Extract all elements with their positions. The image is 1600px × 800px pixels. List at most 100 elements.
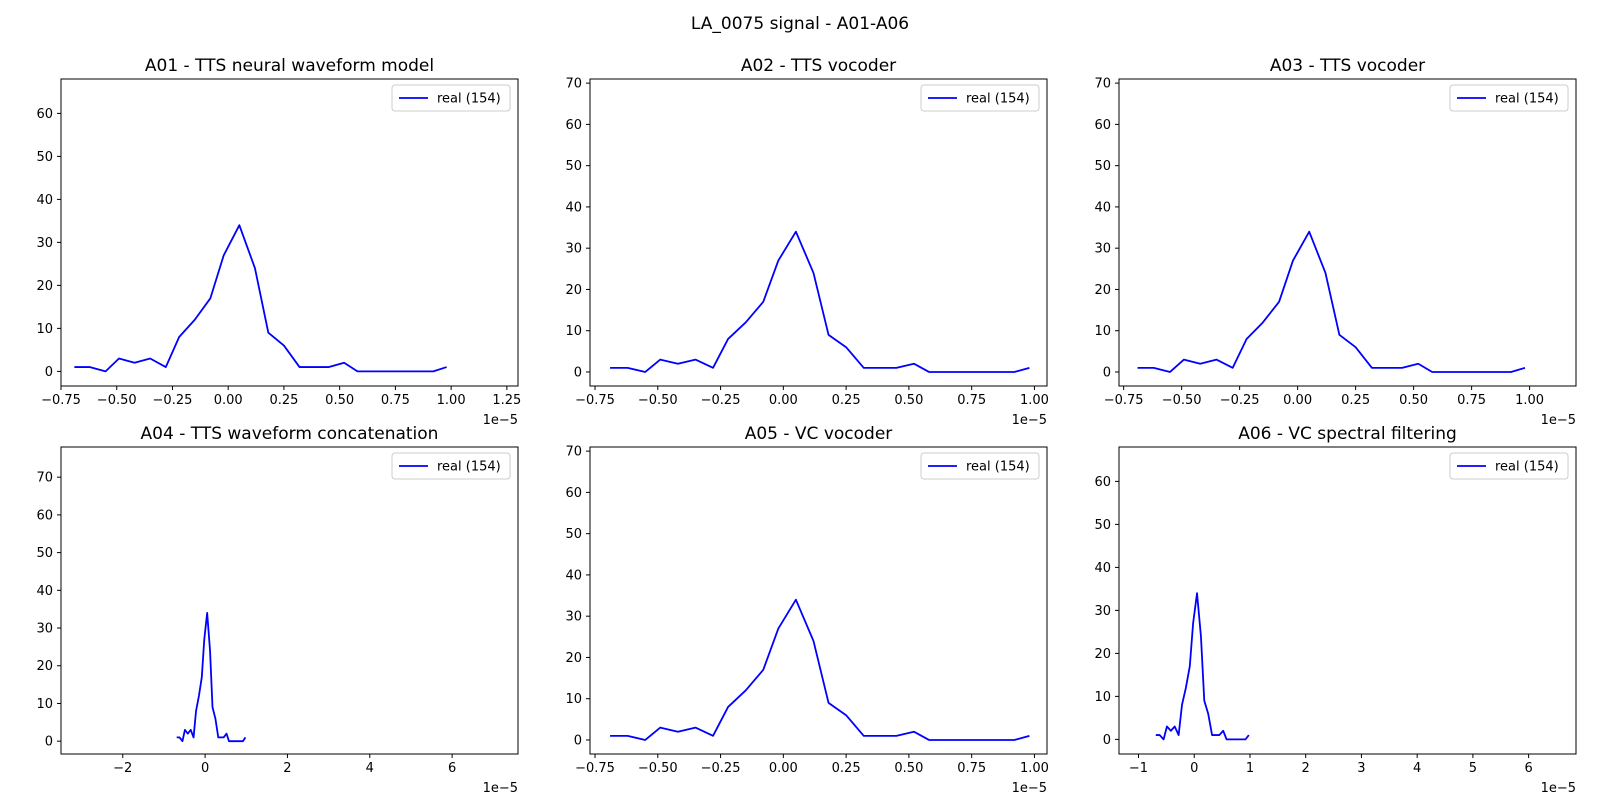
y-tick-label: 40 (565, 568, 582, 583)
y-tick-label: 0 (574, 365, 582, 380)
x-tick-label: −0.75 (41, 393, 81, 408)
y-tick-label: 60 (565, 118, 582, 133)
y-tick-label: 60 (565, 486, 582, 501)
subplot-title: A06 - VC spectral filtering (1238, 424, 1457, 444)
legend: real (154) (1449, 84, 1569, 112)
y-tick-label: 40 (36, 193, 53, 208)
y-tick-label: 30 (1094, 242, 1111, 257)
axes-frame (589, 446, 1048, 755)
y-tick-label: 70 (1094, 77, 1111, 92)
y-tick-label: 50 (1094, 159, 1111, 174)
x-offset-label: 1e−5 (1541, 413, 1576, 428)
x-tick-label: 0.50 (894, 761, 923, 776)
y-tick-label: 70 (565, 445, 582, 460)
x-tick-label: 1.00 (1020, 761, 1049, 776)
y-tick-label: 20 (1094, 283, 1111, 298)
x-tick-label: −0.75 (1104, 393, 1144, 408)
y-tick-label: 0 (1103, 733, 1111, 748)
x-tick-label: −0.50 (97, 393, 137, 408)
x-tick-label: 2 (1302, 761, 1310, 776)
x-tick-label: 0.00 (769, 761, 798, 776)
subplot-title: A04 - TTS waveform concatenation (141, 424, 439, 444)
legend-box (920, 84, 1040, 112)
x-tick-label: 0.25 (1341, 393, 1370, 408)
subplot-title: A03 - TTS vocoder (1270, 56, 1425, 76)
axes-frame (1118, 446, 1577, 755)
legend-box (1449, 452, 1569, 480)
y-tick-label: 50 (565, 159, 582, 174)
y-tick-label: 20 (565, 283, 582, 298)
x-tick-label: 6 (448, 761, 456, 776)
subplot-title: A05 - VC vocoder (745, 424, 893, 444)
axes-frame (589, 78, 1048, 387)
legend-label: real (154) (966, 92, 1030, 107)
subplot-grid: A01 - TTS neural waveform model −0.75 −0.5… (36, 56, 1577, 796)
series-line-real (610, 230, 1030, 373)
y-tick-label: 20 (36, 279, 53, 294)
x-tick-label: 2 (283, 761, 291, 776)
y-tick-label: 10 (1094, 324, 1111, 339)
y-tick-label: 50 (36, 546, 53, 561)
x-offset-label: 1e−5 (483, 413, 518, 428)
y-tick-label: 60 (36, 107, 53, 122)
x-offset-label: 1e−5 (1541, 781, 1576, 796)
series-line-real (1137, 230, 1526, 373)
series-line-real (176, 612, 247, 743)
subplot-title: A01 - TTS neural waveform model (145, 56, 434, 76)
x-tick-label: 0.75 (381, 393, 410, 408)
x-tick-label: −0.75 (575, 393, 615, 408)
x-tick-label: 0.75 (1457, 393, 1486, 408)
y-tick-label: 0 (45, 365, 53, 380)
legend-label: real (154) (1495, 92, 1559, 107)
x-tick-label: 1.00 (437, 393, 466, 408)
x-offset-label: 1e−5 (1012, 781, 1047, 796)
series-line-real (610, 598, 1030, 741)
x-tick-label: 0.75 (957, 761, 986, 776)
axes-frame (60, 78, 519, 387)
subplot-6: A06 - VC spectral filtering−1 0 1 2 3 4 5 60102… (1094, 424, 1577, 796)
x-tick-label: 0.50 (325, 393, 354, 408)
legend: real (154) (391, 452, 511, 480)
x-tick-label: 0 (1190, 761, 1198, 776)
legend-box (1449, 84, 1569, 112)
x-tick-label: −0.25 (153, 393, 193, 408)
y-tick-label: 30 (36, 236, 53, 251)
x-tick-label: 1.00 (1515, 393, 1544, 408)
x-tick-label: 0.25 (832, 393, 861, 408)
subplot-title: A02 - TTS vocoder (741, 56, 896, 76)
legend-label: real (154) (437, 92, 501, 107)
y-tick-label: 40 (565, 200, 582, 215)
y-tick-label: 20 (36, 659, 53, 674)
y-tick-label: 40 (1094, 200, 1111, 215)
y-tick-label: 40 (1094, 561, 1111, 576)
y-tick-label: 60 (1094, 118, 1111, 133)
x-tick-label: 4 (1413, 761, 1421, 776)
y-tick-label: 10 (36, 322, 53, 337)
y-tick-label: 10 (1094, 690, 1111, 705)
y-tick-label: 30 (565, 242, 582, 257)
series-line-real (1155, 592, 1250, 741)
x-tick-label: 0.75 (957, 393, 986, 408)
legend-label: real (154) (1495, 460, 1559, 475)
y-tick-label: 30 (1094, 604, 1111, 619)
y-tick-label: 10 (565, 324, 582, 339)
legend: real (154) (920, 84, 1040, 112)
x-tick-label: −0.75 (575, 761, 615, 776)
legend: real (154) (920, 452, 1040, 480)
x-tick-label: 1.25 (492, 393, 521, 408)
y-tick-label: 50 (36, 150, 53, 165)
x-offset-label: 1e−5 (483, 781, 518, 796)
y-tick-label: 10 (36, 697, 53, 712)
x-tick-label: 1 (1246, 761, 1254, 776)
legend-box (391, 84, 511, 112)
x-tick-label: 5 (1469, 761, 1477, 776)
subplot-3: A03 - TTS vocoder −0.75 −0.50 −0.25 0.00 0.25… (1094, 56, 1577, 428)
y-tick-label: 20 (1094, 647, 1111, 662)
y-tick-label: 60 (1094, 475, 1111, 490)
x-tick-label: 0.00 (769, 393, 798, 408)
y-tick-label: 60 (36, 508, 53, 523)
y-tick-label: 70 (565, 77, 582, 92)
y-tick-label: 0 (1103, 365, 1111, 380)
x-tick-label: 0.50 (894, 393, 923, 408)
